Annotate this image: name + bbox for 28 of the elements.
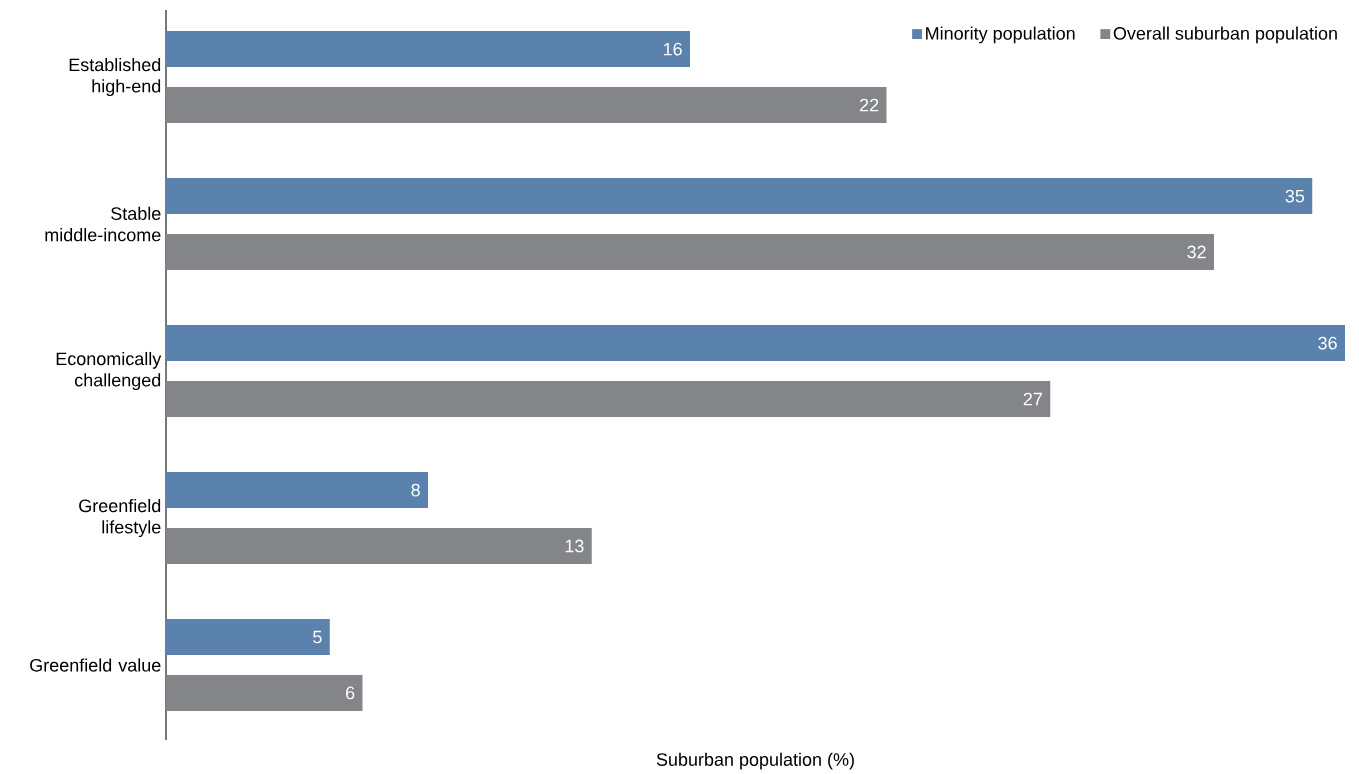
data-label: 22 [860, 98, 879, 112]
y-tick-label: Greenfield lifestyle [79, 498, 161, 538]
data-label: 16 [663, 42, 682, 56]
y-tick-label: Established high-end [69, 57, 161, 97]
data-label: 35 [1285, 189, 1305, 203]
legend-label: Overall suburban population [1113, 26, 1337, 44]
bar [166, 233, 1214, 270]
data-label: 36 [1318, 336, 1337, 350]
data-label: 32 [1187, 245, 1206, 259]
data-label: 8 [411, 483, 420, 497]
bar [166, 86, 887, 123]
y-tick-label: Stable middle-income [45, 206, 161, 242]
bar [166, 325, 1345, 362]
bar [166, 380, 1051, 417]
y-tick-label: Economically challenged [56, 351, 162, 391]
data-label: 27 [1023, 392, 1042, 406]
data-label: 13 [565, 539, 584, 553]
y-tick-label: Greenfield value [30, 658, 161, 672]
bar [166, 619, 330, 656]
legend-label: Minority population [926, 26, 1075, 44]
x-axis-title: Suburban population (%) [656, 752, 854, 770]
bar [166, 674, 363, 711]
bar [166, 178, 1313, 215]
bar [166, 472, 429, 509]
bar [166, 527, 592, 564]
data-label: 5 [313, 630, 322, 644]
data-label: 6 [346, 686, 355, 700]
bar [166, 31, 691, 68]
